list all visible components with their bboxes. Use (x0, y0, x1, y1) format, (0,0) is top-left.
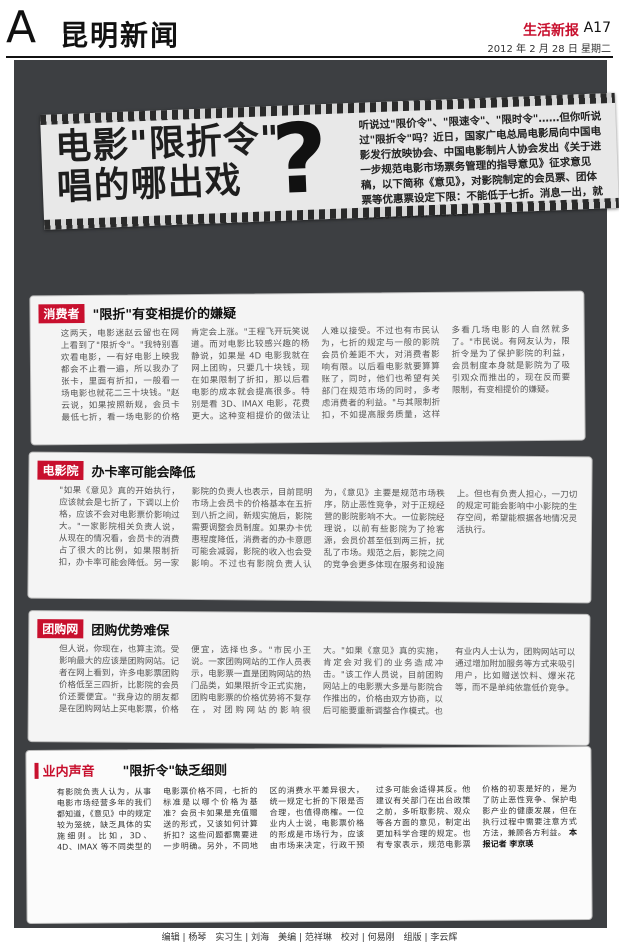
section-tag: 团购网 (37, 619, 84, 639)
article-body: 但人说，你现在，也算主流。受影响最大的应该是团购网站。记者在网上看到，许多电影票… (58, 644, 576, 717)
section-title: "限折"有变相提价的嫌疑 (92, 306, 237, 323)
article-body: 这两天，电影迷赵云留也在网上看到了"限折令"。"我特别喜欢看电影，一有好电影上映… (60, 324, 571, 424)
header-rule (6, 56, 613, 58)
article-panel-cinemas: 电影院 办卡率可能会降低 "如果《意见》真的开始执行，应该就会是七折了，下调以上… (27, 451, 593, 604)
section-accent-bar (34, 762, 39, 779)
section-tag: 消费者 (38, 303, 85, 324)
credits-footer: 编辑 | 杨琴 实习生 | 刘海 美编 | 范祥琳 校对 | 何易刚 组版 | … (161, 933, 458, 943)
film-strip-banner: 电影"限折令" 唱的哪出戏 ? 听说过"限价令"、"限速令"、"限时令"……但你… (40, 92, 619, 230)
newspaper-logo: 生活新报 (523, 23, 579, 39)
page-number: A17 (583, 20, 611, 36)
section-tag: 业内声音 (42, 764, 95, 780)
question-mark-graphic: ? (269, 102, 330, 217)
section-title: 团购优势难保 (91, 623, 170, 640)
section-title: 办卡率可能会降低 (91, 465, 196, 481)
article-body: 有影院负责人认为，从事电影市场经营多年的我们都知道，《意见》中的规定较为笼统，缺… (57, 783, 578, 915)
section-letter: A (6, 2, 37, 53)
issue-date: 2012 年 2 月 28 日 星期二 (487, 44, 611, 55)
article-body: "如果《意见》真的开始执行，应该就会是七折了，下调以上价格，应该不会对电影票价影… (58, 485, 578, 572)
article-panel-group-buying: 团购网 团购优势难保 但人说，你现在，也算主流。受影响最大的应该是团购网站。记者… (27, 610, 591, 746)
article-panel-industry: 业内声音 "限折令"缺乏细则 有影院负责人认为，从事电影市场经营多年的我们都知道… (25, 746, 593, 924)
page-header: A 昆明新闻 生活新报 A17 2012 年 2 月 28 日 星期二 (0, 0, 619, 56)
section-tag: 电影院 (37, 460, 84, 481)
article-panel-consumers: 消费者 "限折"有变相提价的嫌疑 这两天，电影迷赵云留也在网上看到了"限折令"。… (29, 290, 586, 446)
section-name: 昆明新闻 (60, 19, 181, 52)
section-title: "限折令"缺乏细则 (122, 763, 228, 780)
